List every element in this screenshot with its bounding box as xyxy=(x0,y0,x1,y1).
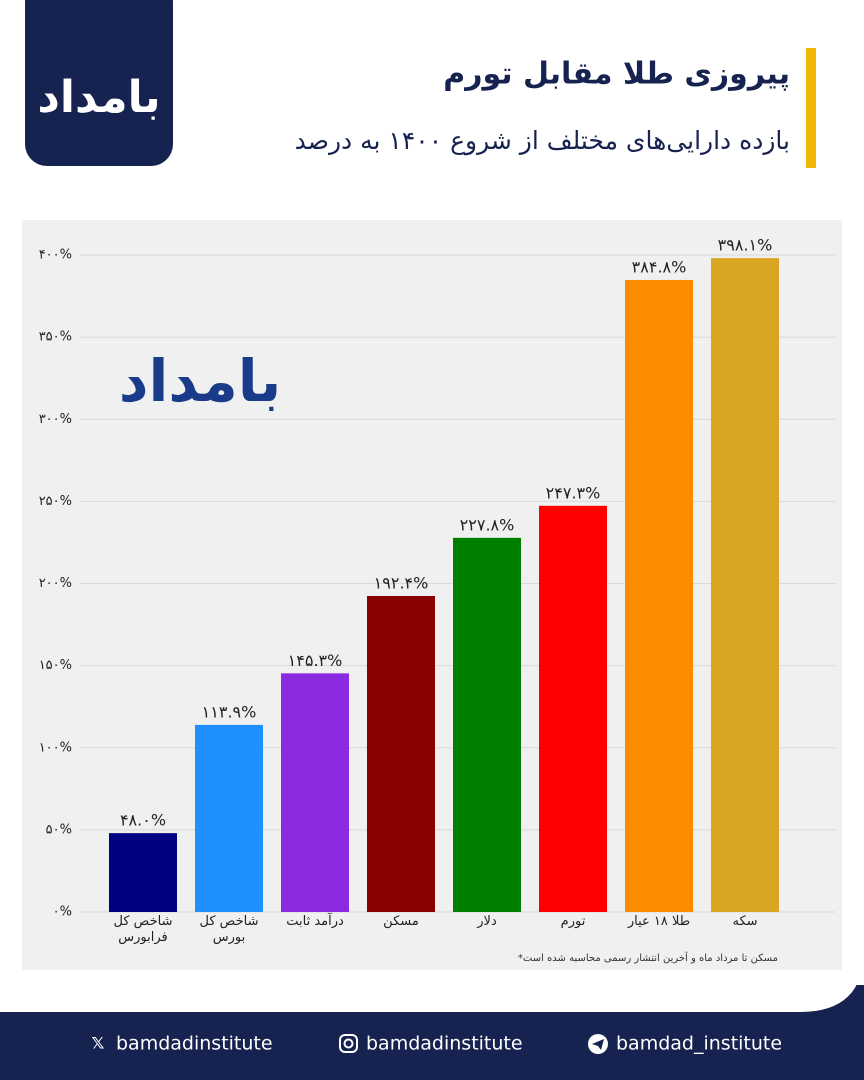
y-tick-label: ۵۰% xyxy=(46,822,72,837)
bar xyxy=(195,724,263,912)
y-tick-label: ۲۰۰% xyxy=(39,576,72,591)
bar xyxy=(281,673,349,912)
x-tick-label: درآمد ثابت xyxy=(286,914,344,929)
value-label: ۳۸۴.۸% xyxy=(632,257,687,276)
y-tick-label: ۱۵۰% xyxy=(39,658,72,673)
y-tick-label: ۲۵۰% xyxy=(39,494,72,509)
footnote: *مسکن تا مرداد ماه و آخرین انتشار رسمی م… xyxy=(518,951,778,964)
value-label: ۲۴۷.۳% xyxy=(546,483,601,502)
social-handle[interactable]: bamdadinstitute xyxy=(366,1033,523,1055)
title: پیروزی طلا مقابل تورم xyxy=(443,57,790,92)
value-label: ۳۹۸.۱% xyxy=(718,236,773,255)
bar xyxy=(625,279,693,912)
telegram-icon-plane xyxy=(592,1039,604,1050)
social-handle[interactable]: bamdad_institute xyxy=(616,1033,782,1055)
x-tick-label: شاخص کل فرابورس xyxy=(113,914,173,945)
y-tick-label: ۰% xyxy=(53,905,72,920)
y-tick-label: ۳۰۰% xyxy=(39,412,72,427)
value-label: ۱۱۳.۹% xyxy=(202,702,257,721)
social-handle[interactable]: bamdadinstitute xyxy=(116,1033,273,1055)
bar xyxy=(109,833,177,912)
bar xyxy=(453,537,521,912)
instagram-icon xyxy=(339,1034,358,1053)
x-tick-label: دلار xyxy=(477,914,497,929)
bar xyxy=(539,505,607,912)
y-tick-label: ۴۰۰% xyxy=(39,248,72,263)
bar xyxy=(367,595,435,912)
x-tick-label: شاخص کل بورس xyxy=(199,914,259,945)
x-icon: 𝕏 xyxy=(92,1034,105,1053)
x-tick-label: مسکن xyxy=(383,914,419,929)
x-tick-label: طلا ۱۸ عیار xyxy=(627,914,691,929)
logo: بامداد xyxy=(37,72,160,123)
value-label: ۱۹۲.۴% xyxy=(374,573,429,592)
accent-bar xyxy=(806,48,816,168)
value-label: ۱۴۵.۳% xyxy=(288,651,343,670)
logo-box xyxy=(25,0,173,166)
value-label: ۴۸.۰% xyxy=(120,811,166,830)
x-tick-label: تورم xyxy=(560,914,586,929)
x-tick-label: سکه xyxy=(732,914,758,929)
subtitle: بازده دارایی‌های مختلف از شروع ۱۴۰۰ به د… xyxy=(295,126,790,156)
value-label: ۲۲۷.۸% xyxy=(460,515,515,534)
instagram-icon-lens xyxy=(343,1038,354,1049)
bar xyxy=(711,258,779,913)
y-tick-label: ۱۰۰% xyxy=(39,740,72,755)
watermark-logo: بامداد xyxy=(119,347,282,415)
y-tick-label: ۳۵۰% xyxy=(39,330,72,345)
